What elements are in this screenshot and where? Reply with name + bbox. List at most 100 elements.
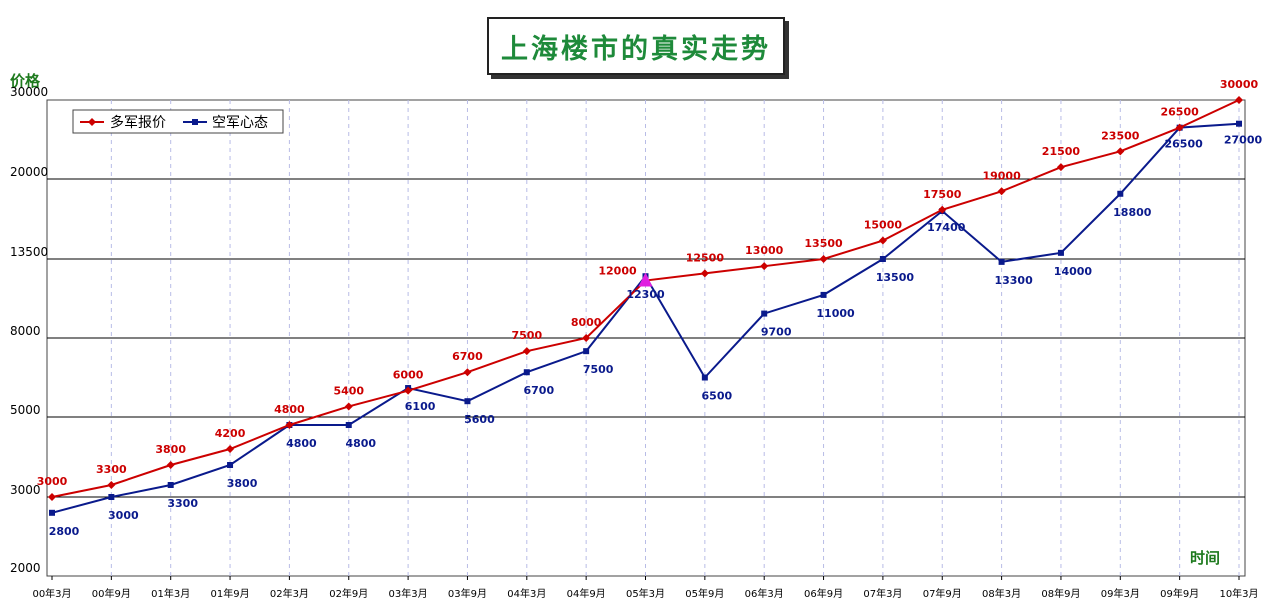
blue-data-label: 18800 (1113, 206, 1152, 219)
series-blue-point (523, 369, 530, 376)
blue-data-label: 6500 (702, 390, 733, 403)
blue-data-label: 14000 (1054, 265, 1093, 278)
blue-data-label: 3800 (227, 477, 258, 490)
blue-data-label: 13300 (994, 274, 1033, 287)
y-tick-label: 30000 (10, 85, 48, 99)
x-tick-label: 03年3月 (389, 587, 428, 600)
red-data-label: 5400 (333, 384, 364, 397)
red-data-label: 3300 (96, 463, 127, 476)
series-blue-point (167, 482, 174, 488)
red-data-label: 17500 (923, 188, 962, 201)
blue-data-label: 4800 (345, 437, 376, 450)
red-data-label: 7500 (511, 329, 542, 342)
series-blue-point (464, 398, 471, 405)
red-data-label: 8000 (571, 316, 602, 329)
series-red-point (997, 187, 1006, 196)
series-blue-point (1057, 249, 1064, 256)
x-tick-label: 02年9月 (329, 587, 368, 600)
blue-data-label: 6700 (523, 384, 554, 397)
blue-data-label: 3300 (167, 497, 198, 510)
series-blue-point (345, 422, 352, 428)
blue-data-label: 11000 (816, 307, 855, 320)
legend-marker-blue (192, 119, 198, 125)
series-red-point (819, 255, 828, 263)
series-red-point (463, 368, 472, 377)
blue-data-label: 13500 (876, 271, 915, 284)
red-data-label: 12500 (686, 251, 725, 264)
series-red-point (522, 347, 531, 356)
red-data-label: 3800 (155, 443, 186, 456)
x-tick-label: 04年3月 (507, 587, 546, 600)
red-data-label: 26500 (1161, 106, 1200, 119)
series-red-point (1056, 163, 1065, 172)
blue-data-label: 9700 (761, 326, 792, 339)
series-red-point (48, 493, 56, 501)
chart-title: 上海楼市的真实走势 (501, 33, 771, 65)
series-red-point (582, 334, 591, 342)
legend-marker-red (88, 118, 96, 126)
chart-title-box: 上海楼市的真实走势 (487, 17, 785, 75)
red-data-label: 13000 (745, 244, 784, 257)
y-tick-label: 3000 (10, 483, 41, 497)
series-red-point (344, 402, 353, 411)
series-blue-point (1117, 190, 1124, 197)
blue-data-label: 6100 (405, 400, 436, 413)
x-tick-label: 03年9月 (448, 587, 487, 600)
x-tick-label: 09年3月 (1101, 587, 1140, 600)
legend-label-blue: 空军心态 (212, 115, 268, 131)
series-blue-point (701, 374, 708, 381)
red-data-label: 23500 (1101, 129, 1140, 142)
series-red-point (1116, 147, 1125, 156)
series-blue-point (879, 256, 886, 262)
red-data-label: 19000 (982, 169, 1021, 182)
blue-data-label: 17400 (927, 221, 966, 234)
series-blue-point (820, 291, 827, 298)
series-blue-point (227, 462, 234, 468)
highlight-marker (638, 272, 653, 287)
legend-box (72, 109, 284, 134)
x-tick-label: 05年9月 (685, 587, 724, 600)
x-tick-label: 10年3月 (1219, 587, 1258, 600)
series-blue-point (761, 310, 768, 317)
blue-data-label: 3000 (108, 509, 139, 522)
blue-data-label: 26500 (1165, 138, 1204, 151)
series-red-point (107, 481, 116, 489)
red-data-label: 6000 (393, 369, 424, 382)
y-tick-label: 20000 (10, 165, 48, 179)
series-blue-point (1236, 120, 1242, 127)
x-tick-label: 06年3月 (745, 587, 784, 600)
legend-label-red: 多军报价 (110, 114, 166, 131)
series-blue-point (583, 348, 590, 355)
x-tick-label: 06年9月 (804, 587, 843, 600)
y-tick-label: 13500 (10, 245, 48, 259)
red-data-label: 21500 (1042, 145, 1081, 158)
x-axis-label: 时间 (1190, 549, 1221, 567)
series-red-point (878, 236, 887, 245)
red-data-label: 15000 (864, 219, 903, 232)
red-data-label: 30000 (1220, 78, 1259, 91)
x-tick-label: 07年3月 (863, 587, 902, 600)
x-tick-label: 04年9月 (567, 587, 606, 600)
series-red-point (760, 262, 769, 271)
series-blue-point (108, 494, 115, 500)
y-tick-label: 2000 (10, 561, 41, 575)
y-tick-label: 8000 (10, 324, 41, 338)
series-blue-point (49, 509, 55, 516)
series-red-point (226, 445, 235, 453)
red-data-label: 13500 (804, 237, 843, 250)
blue-data-label: 2800 (49, 525, 80, 538)
blue-data-label: 12300 (626, 288, 665, 301)
x-tick-label: 08年9月 (1041, 587, 1080, 600)
y-axis-label: 价格 (10, 72, 41, 90)
series-red-point (404, 386, 413, 395)
blue-data-label: 4800 (286, 437, 317, 450)
x-tick-label: 01年3月 (151, 587, 190, 600)
red-data-label: 3000 (37, 475, 68, 488)
series-red-point (166, 461, 175, 469)
y-tick-label: 5000 (10, 403, 41, 417)
series-red-point (1175, 123, 1184, 132)
series-red-point (700, 269, 709, 278)
series-red-point (285, 421, 294, 429)
x-tick-label: 00年9月 (92, 587, 131, 600)
